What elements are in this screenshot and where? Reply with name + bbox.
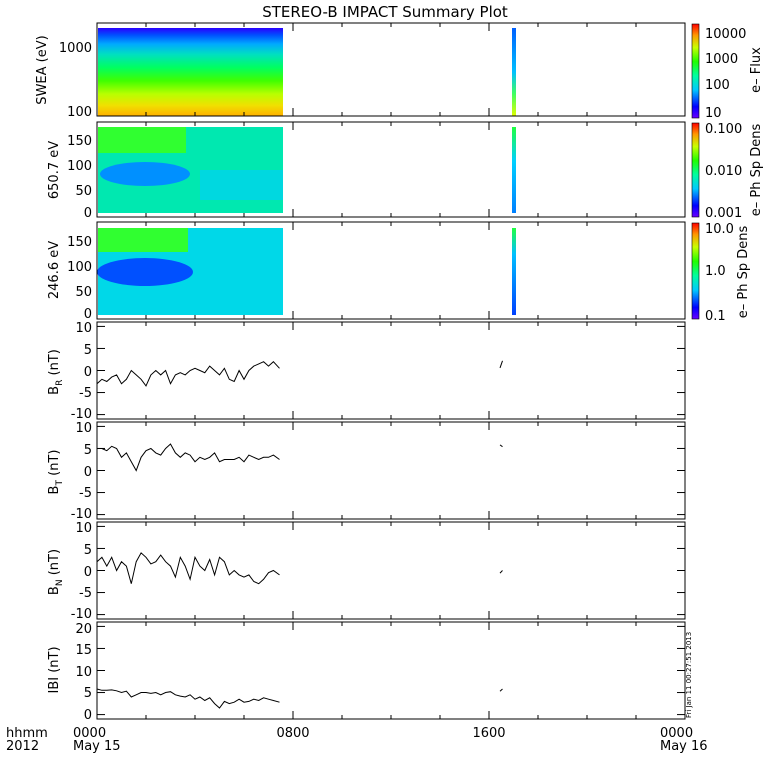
- pad650-ytick-50: 50: [75, 184, 92, 199]
- pad650-ytick-0: 0: [84, 206, 92, 221]
- br-ytick-5: 5: [84, 343, 92, 358]
- bn-ytick-10: 10: [75, 521, 92, 536]
- bt-ytick-5: 5: [84, 443, 92, 458]
- bn-ytick-m10: -10: [71, 607, 92, 622]
- pad246-ytick-50: 50: [75, 285, 92, 300]
- colorbar-swea-tick-10000: 10000: [705, 27, 746, 42]
- bmag-ytick-20: 20: [75, 622, 92, 637]
- br-series-line-2: [499, 360, 503, 369]
- pad650-ylabel: 650.7 eV: [47, 141, 62, 199]
- br-ytick-m10: -10: [71, 407, 92, 422]
- x-tick-date-may16: May 16: [660, 739, 708, 754]
- swea-ytick-1000: 1000: [59, 41, 92, 56]
- bt-series-line-2: [499, 444, 503, 448]
- colorbar-pad650-scale: [691, 122, 700, 218]
- colorbar-swea-tick-1000: 1000: [705, 52, 738, 67]
- pad246-ytick-0: 0: [84, 307, 92, 322]
- bn-ytick-5: 5: [84, 543, 92, 558]
- br-series-line: [96, 360, 280, 387]
- colorbar-swea-tick-10: 10: [705, 106, 722, 121]
- bmag-series-line-2: [499, 688, 503, 692]
- colorbar-pad650-tick-0.001: 0.001: [705, 206, 742, 221]
- bt-ytick-m10: -10: [71, 507, 92, 522]
- panel-pad246: 150 100 50 0 246.6 eV: [47, 221, 686, 322]
- panel-bn: 10 5 0 -5 -10 BN (nT): [47, 521, 686, 622]
- br-ytick-0: 0: [84, 365, 92, 380]
- pad650-ytick-150: 150: [67, 134, 92, 149]
- bt-ytick-10: 10: [75, 421, 92, 436]
- plot-title: STEREO-B IMPACT Summary Plot: [262, 3, 508, 21]
- colorbar-swea-scale: [691, 23, 700, 119]
- panel-swea: 1000 100 SWEA (eV): [35, 22, 686, 120]
- colorbar-pad246-tick-0.1: 0.1: [705, 309, 726, 324]
- colorbar-pad650: 0.100 0.010 0.001 e– Ph Sp Dens: [691, 122, 764, 221]
- x-tick-0000-end: 0000: [660, 726, 693, 741]
- bmag-ytick-10: 10: [75, 665, 92, 680]
- bmag-ytick-0: 0: [84, 708, 92, 723]
- x-tick-0800: 0800: [276, 726, 309, 741]
- panel-bt: 10 5 0 -5 -10 BT (nT): [47, 421, 686, 522]
- bn-ytick-0: 0: [84, 565, 92, 580]
- colorbar-pad246: 10.0 1.0 0.1 e– Ph Sp Dens: [691, 222, 751, 324]
- br-ytick-10: 10: [75, 321, 92, 336]
- bn-ytick-m5: -5: [79, 586, 92, 601]
- panel-frame: [96, 621, 686, 720]
- pad246-ylabel: 246.6 eV: [47, 241, 62, 299]
- colorbar-swea-label: e– Flux: [749, 47, 764, 93]
- pad246-stripe: [512, 228, 516, 315]
- panel-pad650: 150 100 50 0 650.7 eV: [47, 121, 686, 221]
- colorbar-swea: 10000 1000 100 10 e– Flux: [691, 23, 764, 121]
- x-tick-date-may15: May 15: [73, 739, 121, 754]
- colorbar-pad246-scale: [691, 222, 700, 320]
- x-tick-0000: 0000: [73, 726, 106, 741]
- bn-series-line-2: [499, 570, 503, 574]
- bmag-ytick-5: 5: [84, 686, 92, 701]
- swea-stripe: [512, 28, 516, 116]
- br-ylabel: BR (nT): [47, 349, 65, 395]
- pad650-ytick-100: 100: [67, 159, 92, 174]
- panel-frame: [96, 321, 686, 420]
- bt-ytick-m5: -5: [79, 486, 92, 501]
- pad650-low-band: [200, 170, 283, 200]
- bt-series-line: [97, 443, 280, 472]
- colorbar-pad246-tick-1.0: 1.0: [705, 264, 726, 279]
- bt-ytick-0: 0: [84, 465, 92, 480]
- colorbar-pad246-label: e– Ph Sp Dens: [736, 226, 751, 319]
- bt-ylabel: BT (nT): [47, 450, 65, 495]
- pad246-top-band: [98, 228, 188, 252]
- panel-bmag: 20 15 10 5 0 IBI (nT) Fri Jan 11 00:27:5…: [47, 621, 693, 723]
- panel-br: 10 5 0 -5 -10 BR (nT): [47, 321, 686, 422]
- pad246-ytick-150: 150: [67, 235, 92, 250]
- colorbar-pad650-tick-0.010: 0.010: [705, 164, 742, 179]
- swea-ytick-100: 100: [67, 105, 92, 120]
- pad650-stripe: [512, 127, 516, 213]
- bn-ylabel: BN (nT): [47, 549, 65, 595]
- x-tick-1600: 1600: [472, 726, 505, 741]
- pad246-depletion: [97, 258, 193, 286]
- bn-series-line: [96, 552, 280, 585]
- colorbar-pad246-tick-10.0: 10.0: [705, 222, 734, 237]
- colorbar-pad650-tick-0.100: 0.100: [705, 122, 742, 137]
- generation-timestamp: Fri Jan 11 00:27:51 2013: [685, 632, 693, 718]
- panel-frame: [96, 521, 686, 620]
- colorbar-pad650-label: e– Ph Sp Dens: [749, 124, 764, 217]
- x-year-label: 2012: [6, 739, 39, 754]
- bmag-ytick-15: 15: [75, 643, 92, 658]
- colorbar-swea-tick-100: 100: [705, 78, 730, 93]
- swea-spectrogram: [98, 28, 283, 116]
- bmag-ylabel: IBI (nT): [47, 646, 62, 693]
- bmag-series-line: [96, 688, 280, 709]
- pad650-depletion: [100, 162, 190, 186]
- swea-ylabel: SWEA (eV): [35, 35, 50, 104]
- panel-frame: [96, 421, 686, 520]
- pad650-top-band: [98, 127, 186, 153]
- pad246-ytick-100: 100: [67, 260, 92, 275]
- x-axis: hhmm 2012 0000 May 15 0800 1600 0000 May…: [6, 726, 708, 754]
- x-format-label: hhmm: [6, 726, 48, 741]
- br-ytick-m5: -5: [79, 386, 92, 401]
